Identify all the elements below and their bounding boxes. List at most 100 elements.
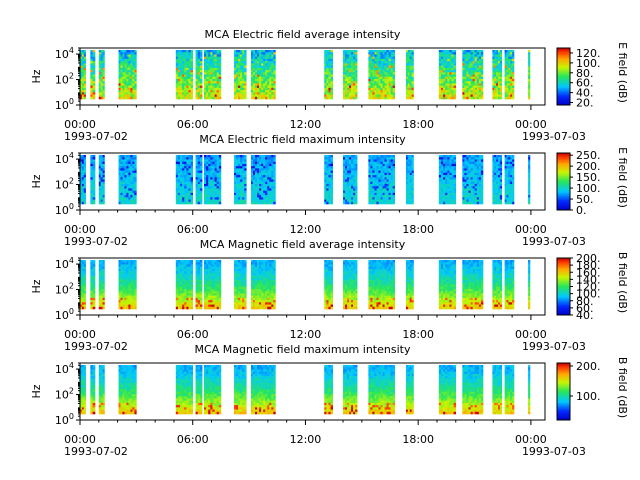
spectrogram-cell	[528, 87, 531, 91]
spectrogram-cell	[265, 63, 268, 66]
spectrogram-cell	[90, 83, 93, 86]
spectrogram-cell	[447, 179, 450, 183]
spectrogram-cell	[380, 177, 383, 180]
spectrogram-cell	[134, 183, 137, 187]
spectrogram-cell	[80, 192, 83, 196]
spectrogram-cell	[124, 76, 127, 80]
spectrogram-cell	[214, 74, 217, 78]
spectrogram-cell	[210, 50, 213, 53]
spectrogram-cell	[472, 87, 476, 91]
spectrogram-cell	[372, 183, 375, 187]
spectrogram-cell	[386, 72, 389, 75]
spectrogram-cell	[388, 179, 391, 183]
spectrogram-cell	[261, 76, 264, 80]
spectrogram-cell	[126, 54, 129, 57]
spectrogram-cell	[374, 56, 377, 60]
spectrogram-cell	[90, 159, 93, 162]
spectrogram-cell	[440, 96, 444, 100]
spectrogram-cell	[384, 190, 387, 194]
spectrogram-cell	[244, 181, 247, 185]
spectrogram-cell	[478, 188, 482, 191]
spectrogram-cell	[190, 163, 194, 167]
spectrogram-cell	[132, 58, 135, 62]
spectrogram-cell	[470, 190, 473, 194]
spectrogram-cell	[184, 65, 187, 69]
spectrogram-cell	[210, 172, 213, 176]
spectrogram-cell	[349, 87, 352, 91]
spectrogram-cell	[347, 197, 350, 200]
colorbar-swatch	[557, 72, 570, 75]
spectrogram-cell	[392, 63, 395, 66]
spectrogram-cell	[512, 161, 515, 165]
spectrogram-cell	[253, 175, 256, 178]
spectrogram-cell	[349, 197, 352, 200]
spectrogram-cell	[132, 155, 135, 158]
spectrogram-cell	[204, 92, 207, 95]
spectrogram-cell	[263, 54, 266, 57]
spectrogram-cell	[98, 159, 101, 162]
spectrogram-cell	[438, 190, 442, 194]
spectrogram-cell	[374, 181, 377, 185]
spectrogram-cell	[496, 166, 499, 169]
spectrogram-cell	[177, 58, 181, 62]
spectrogram-cell	[236, 58, 239, 62]
spectrogram-cell	[390, 50, 393, 53]
spectrogram-cell	[81, 54, 85, 57]
spectrogram-cell	[188, 58, 191, 62]
spectrogram-cell	[382, 72, 385, 75]
spectrogram-cell	[492, 72, 495, 75]
spectrogram-cell	[210, 155, 213, 158]
spectrogram-cell	[199, 179, 203, 183]
spectrogram-cell	[324, 161, 327, 165]
spectrogram-cell	[118, 195, 121, 198]
spectrogram-cell	[370, 74, 373, 78]
spectrogram-cell	[265, 81, 268, 84]
spectrogram-cell	[92, 161, 96, 165]
spectrogram-cell	[328, 159, 331, 162]
spectrogram-cell	[240, 183, 243, 187]
spectrogram-cell	[351, 201, 354, 205]
spectrogram-cell	[470, 70, 473, 73]
spectrogram-cell	[195, 201, 199, 205]
spectrogram-cell	[498, 195, 501, 198]
spectrogram-cell	[438, 67, 442, 71]
spectrogram-cell	[478, 195, 482, 198]
spectrogram-cell	[345, 54, 348, 57]
spectrogram-cell	[506, 58, 509, 62]
spectrogram-cell	[528, 90, 531, 93]
spectrogram-cell	[447, 65, 450, 69]
spectrogram-cell	[380, 54, 383, 57]
spectrogram-cell	[392, 94, 395, 98]
spectrogram-cell	[386, 157, 389, 160]
spectrogram-cell	[409, 195, 412, 198]
spectrogram-cell	[199, 74, 203, 78]
spectrogram-cell	[347, 201, 350, 205]
spectrogram-cell	[250, 183, 254, 187]
spectrogram-cell	[462, 157, 465, 160]
spectrogram-cell	[175, 163, 179, 167]
spectrogram-cell	[343, 186, 346, 189]
spectrogram-cell	[492, 168, 495, 171]
spectrogram-cell	[204, 183, 207, 187]
spectrogram-cell	[250, 161, 254, 165]
spectrogram-cell	[376, 61, 379, 64]
spectrogram-cell	[330, 50, 333, 53]
spectrogram-cell	[492, 159, 495, 162]
spectrogram-cell	[253, 199, 256, 203]
spectrogram-cell	[504, 199, 507, 203]
spectrogram-cell	[81, 67, 85, 71]
spectrogram-cell	[197, 85, 201, 89]
spectrogram-cell	[390, 179, 393, 183]
spectrogram-cell	[102, 52, 105, 55]
spectrogram-cell	[208, 183, 211, 187]
spectrogram-cell	[480, 186, 484, 189]
spectrogram-cell	[472, 83, 476, 86]
spectrogram-cell	[443, 74, 446, 78]
spectrogram-cell	[407, 81, 411, 84]
spectrogram-cell	[122, 170, 125, 174]
spectrogram-cell	[81, 195, 85, 198]
spectrogram-cell	[330, 188, 333, 191]
spectrogram-cell	[343, 170, 346, 174]
spectrogram-cell	[504, 183, 507, 187]
spectrogram-cell	[372, 181, 375, 185]
